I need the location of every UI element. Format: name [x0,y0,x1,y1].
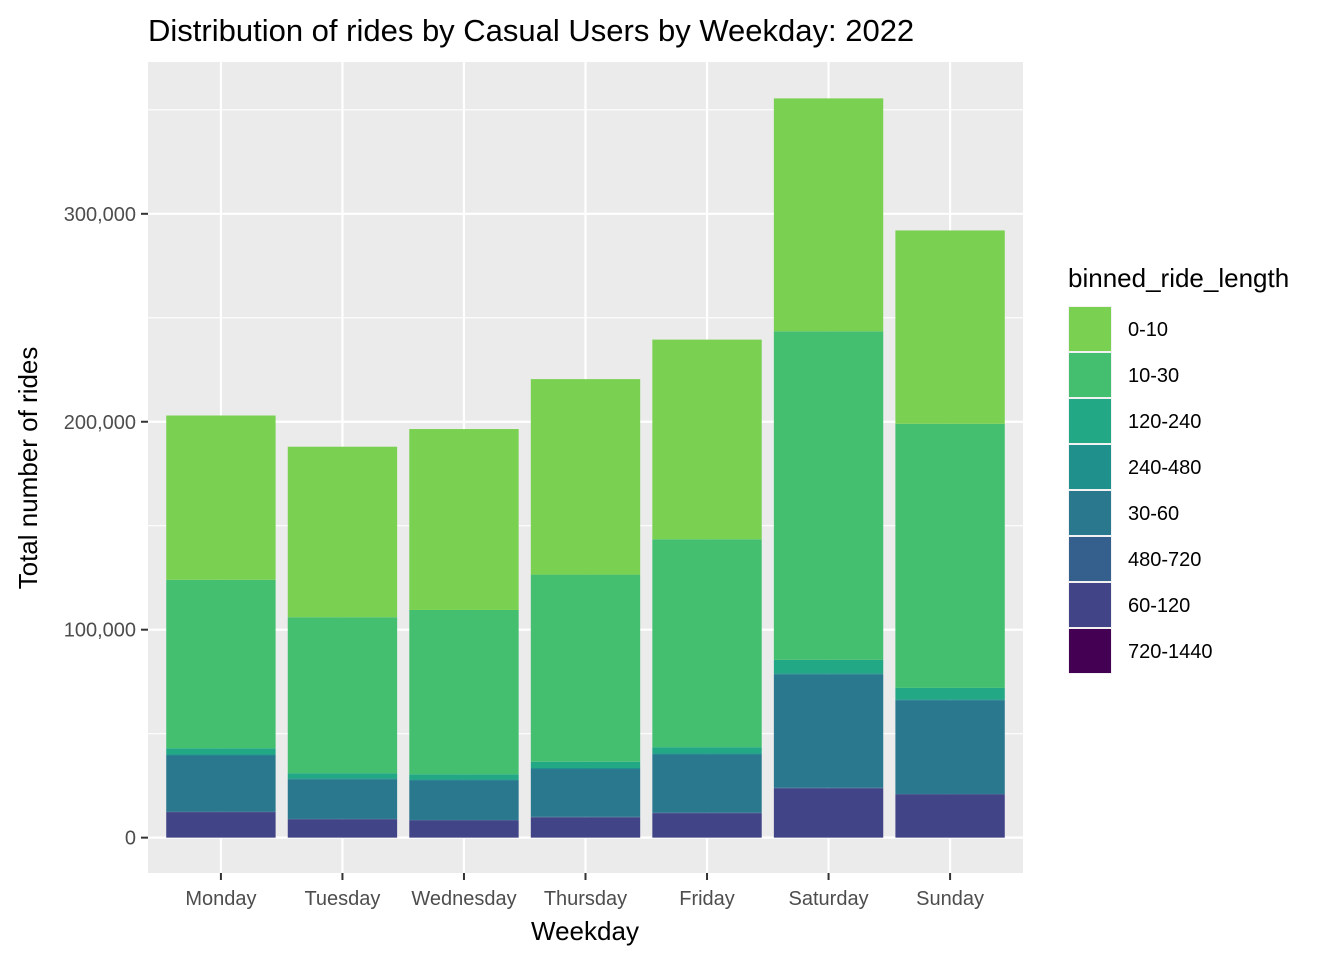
y-tick-label: 0 [125,828,136,850]
bar-segment-240-480 [166,754,276,756]
x-tick-label: Monday [185,888,256,910]
bar-segment-240-480 [773,673,884,675]
legend-label: 720-1440 [1128,641,1213,663]
bar-segment-240-480 [895,699,1005,701]
legend-title: binned_ride_length [1068,263,1289,293]
x-tick-label: Tuesday [304,888,380,910]
y-tick-label: 300,000 [64,204,136,226]
legend-label: 240-480 [1128,457,1201,479]
chart-title: Distribution of rides by Casual Users by… [148,13,914,48]
legend-key-480-720 [1069,537,1111,581]
bar-segment-60-120 [530,817,641,838]
bar-segment-0-10 [895,230,1005,424]
bar-segment-30-60 [166,755,276,812]
legend-label: 30-60 [1128,503,1179,525]
bar-segment-240-480 [287,778,398,780]
bar-segment-120-240 [652,747,762,754]
y-axis-title: Total number of rides [13,347,43,590]
x-tick-label: Friday [679,888,735,910]
y-tick-label: 200,000 [64,412,136,434]
bar-segment-30-60 [773,674,884,788]
bar-segment-10-30 [530,574,641,762]
bar-segment-0-10 [652,339,762,540]
bar-segment-240-480 [530,767,641,770]
bar-segment-30-60 [530,769,641,817]
bars [166,98,1005,838]
bar-segment-10-30 [773,331,884,660]
bar-segment-120-240 [773,659,884,674]
legend-key-120-240 [1069,399,1111,443]
bar-segment-0-10 [409,429,519,610]
legend-label: 120-240 [1128,411,1201,433]
bar-segment-120-240 [895,687,1005,700]
bar-segment-0-10 [530,379,641,575]
bar-segment-30-60 [895,700,1005,794]
bar-segment-10-30 [409,609,519,775]
bar-segment-60-120 [773,788,884,838]
legend-label: 10-30 [1128,365,1179,387]
bar-segment-0-10 [773,98,884,332]
bar-segment-120-240 [530,761,641,768]
bar-segment-10-30 [166,579,276,749]
bar-segment-60-120 [287,819,398,838]
bar-segment-30-60 [409,780,519,820]
x-axis-title: Weekday [531,916,639,946]
bar-segment-30-60 [652,754,762,813]
y-tick-label: 100,000 [64,620,136,642]
bar-segment-30-60 [287,779,398,819]
legend-label: 0-10 [1128,319,1168,341]
bar-segment-60-120 [409,820,519,838]
legend-key-10-30 [1069,353,1111,397]
legend-key-30-60 [1069,491,1111,535]
bar-segment-240-480 [652,753,762,755]
bar-segment-60-120 [895,794,1005,838]
bar-segment-60-120 [166,812,276,838]
bar-segment-10-30 [895,423,1005,688]
legend-key-720-1440 [1069,629,1111,673]
bar-segment-240-480 [409,779,519,781]
legend-key-240-480 [1069,445,1111,489]
legend-label: 480-720 [1128,549,1201,571]
bar-segment-10-30 [287,617,398,774]
bar-segment-0-10 [166,415,276,580]
x-tick-label: Saturday [789,888,869,910]
legend: binned_ride_length 0-10 10-30 120-240 240-4… [1068,263,1289,674]
legend-key-0-10 [1069,307,1111,351]
bar-segment-120-240 [409,774,519,780]
bar-segment-0-10 [287,446,398,618]
legend-label: 60-120 [1128,595,1190,617]
bar-segment-60-120 [652,813,762,838]
x-axis: Monday Tuesday Wednesday Thursday Friday Satu… [185,873,984,910]
legend-key-60-120 [1069,583,1111,627]
x-tick-label: Thursday [544,888,627,910]
bar-segment-10-30 [652,539,762,748]
bar-segment-120-240 [287,773,398,779]
x-tick-label: Sunday [916,888,984,910]
bar-segment-120-240 [166,748,276,755]
x-tick-label: Wednesday [411,888,516,910]
y-axis: 0 100,000 200,000 300,000 [64,204,148,850]
